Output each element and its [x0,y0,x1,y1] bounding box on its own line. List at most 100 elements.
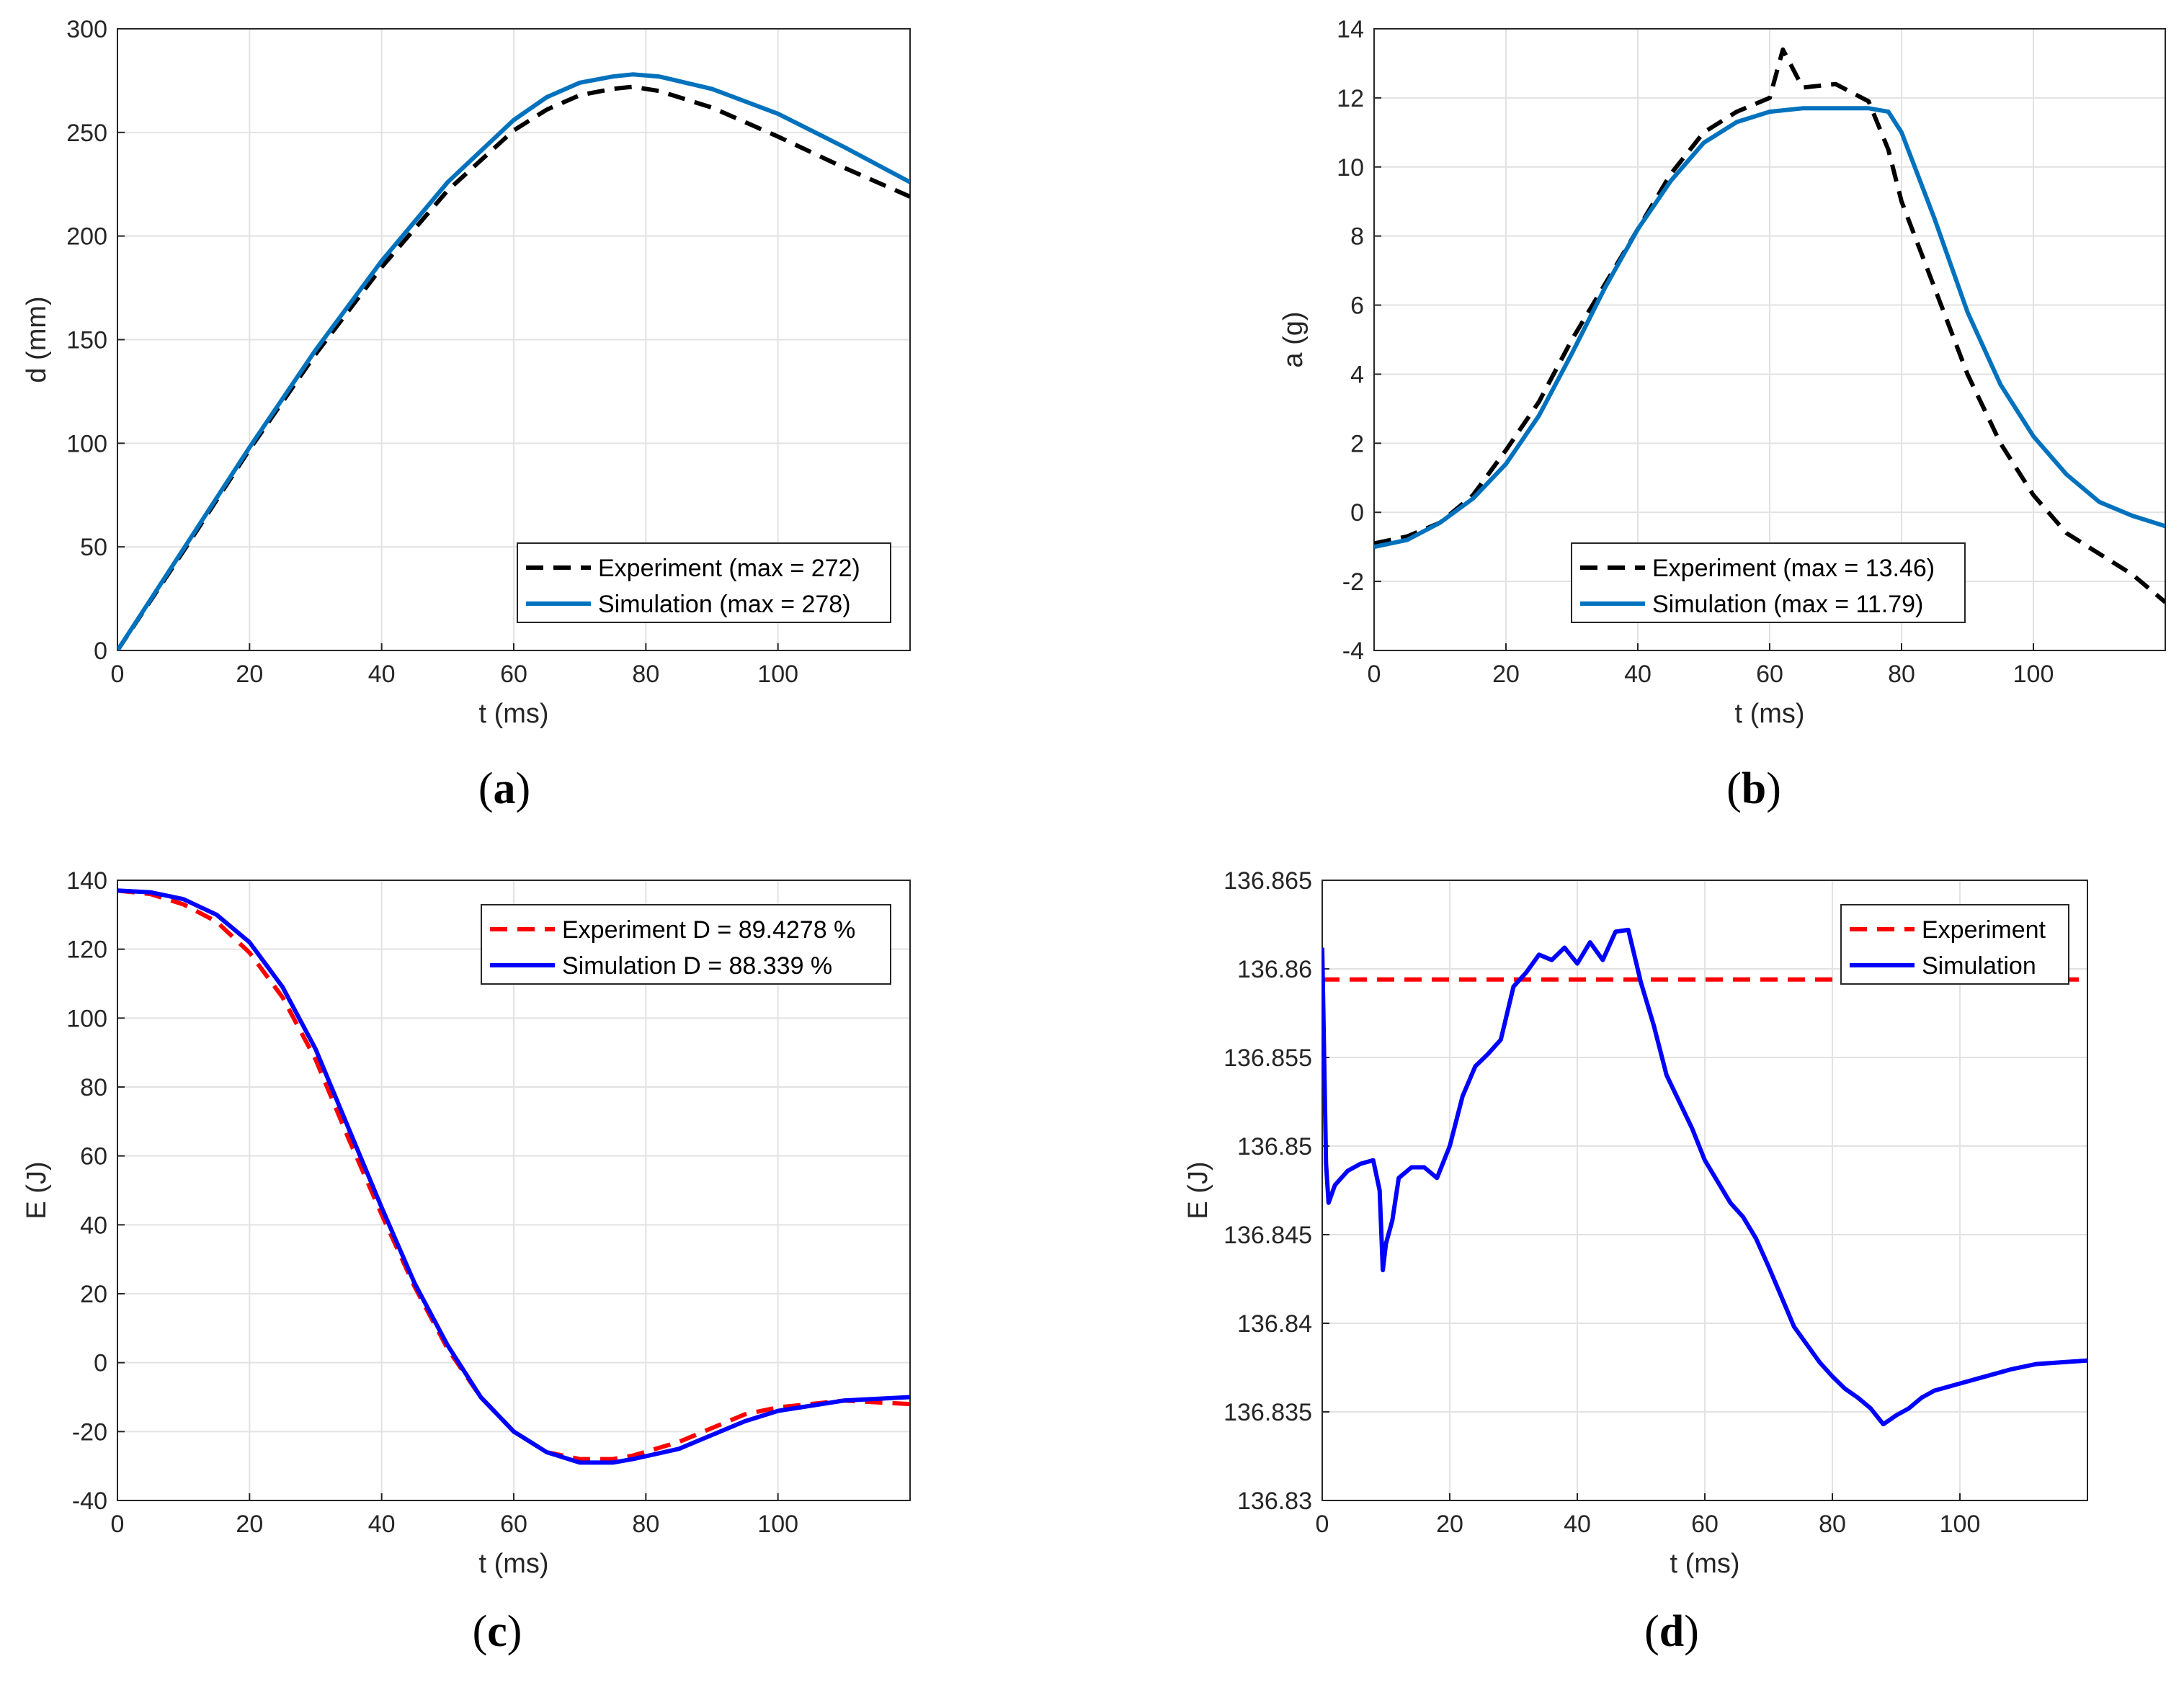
y-tick-label: 20 [80,1281,107,1308]
y-tick-label: 200 [66,223,107,251]
x-tick-label: 20 [236,661,263,688]
series-line-experiment [1374,47,2165,604]
x-tick-label: 20 [1492,661,1520,688]
x-tick-label: 100 [757,1511,798,1538]
y-tick-label: 60 [80,1143,107,1171]
caption-paren-close: ) [1766,764,1781,813]
series-line-simulation [1322,927,2087,1427]
caption-paren-close: ) [507,1607,522,1656]
caption-letter: a [494,764,516,813]
y-tick-label: 80 [80,1074,107,1101]
y-axis-label: d (mm) [22,296,52,383]
panel-caption: (c) [473,1607,522,1656]
x-axis-label: t (ms) [1670,1549,1739,1579]
y-tick-label: 136.84 [1237,1310,1312,1338]
y-tick-label: 250 [66,120,107,147]
caption-paren-open: ( [478,764,494,813]
x-tick-label: 0 [111,661,125,688]
y-tick-label: -2 [1342,568,1364,596]
y-axis-label: E (J) [22,1161,52,1219]
x-tick-label: 0 [1316,1511,1329,1538]
series-line-simulation [117,72,910,650]
y-tick-label: 150 [66,327,107,354]
y-tick-label: 40 [80,1212,107,1239]
legend-entry: Simulation D = 88.339 % [562,952,832,980]
caption-paren-open: ( [473,1607,488,1656]
x-tick-label: 80 [1888,661,1915,688]
caption-letter: b [1742,764,1766,813]
x-tick-label: 80 [632,1511,659,1538]
x-tick-label: 60 [500,661,527,688]
x-tick-label: 40 [1564,1511,1591,1538]
y-tick-label: 4 [1350,361,1364,388]
y-tick-label: 8 [1350,223,1364,251]
y-axis-label: E (J) [1183,1161,1213,1219]
legend: Experiment Simulation [1840,904,2069,985]
legend-box [1840,904,2069,985]
y-tick-label: 136.855 [1224,1044,1312,1072]
legend-box [481,904,891,985]
panel-caption: (a) [478,764,530,813]
x-tick-label: 80 [1819,1511,1846,1538]
x-tick-label: 40 [1624,661,1652,688]
legend-entry: Experiment [1922,916,2046,944]
y-tick-label: 10 [1337,154,1364,182]
y-tick-label: 136.845 [1224,1222,1312,1249]
caption-paren-open: ( [1644,1607,1659,1656]
y-tick-label: 136.85 [1237,1133,1312,1160]
y-tick-label: 100 [66,1005,107,1032]
y-tick-label: 50 [80,534,107,561]
y-tick-label: 136.835 [1224,1399,1312,1426]
caption-paren-open: ( [1726,764,1742,813]
x-tick-label: 60 [1756,661,1783,688]
legend-entry: Experiment (max = 13.46) [1652,555,1935,582]
y-tick-label: -4 [1342,638,1364,665]
panel-caption: (b) [1726,764,1781,813]
series-line-simulation [1374,106,2165,550]
legend-box [1571,542,1966,623]
y-tick-label: 136.86 [1237,956,1312,983]
y-tick-label: 136.83 [1237,1488,1312,1515]
x-tick-label: 40 [368,661,396,688]
y-tick-label: 300 [66,16,107,43]
legend-box [517,542,891,623]
x-tick-label: 100 [2013,661,2054,688]
legend: Experiment (max = 13.46) Simulation (max … [1571,542,1966,623]
x-axis-label: t (ms) [478,1549,548,1579]
x-axis-label: t (ms) [1734,699,1804,729]
x-axis-label: t (ms) [478,699,548,729]
panel-caption: (d) [1644,1607,1699,1656]
legend: Experiment D = 89.4278 % Simulation D = 8… [481,904,891,985]
legend-entry: Experiment (max = 272) [598,555,860,582]
x-tick-label: 40 [368,1511,396,1538]
caption-letter: d [1659,1607,1684,1656]
x-tick-label: 20 [1436,1511,1463,1538]
legend-entry: Simulation (max = 278) [598,591,851,618]
y-tick-label: 0 [1350,499,1364,527]
legend: Experiment (max = 272) Simulation (max = … [517,542,891,623]
y-tick-label: 136.865 [1224,867,1312,895]
y-tick-label: 12 [1337,85,1364,112]
x-tick-label: 0 [1368,661,1381,688]
series-line-experiment [117,84,910,650]
caption-paren-close: ) [516,764,531,813]
series-line-simulation [117,888,910,1465]
panel-c: 0 20 40 60 80 100 -40 -20 0 20 40 60 80 100 120 140 t (m… [22,867,911,1656]
caption-letter: c [487,1607,507,1656]
panel-d: 0 20 40 60 80 100 136.83 136.835 136.84 136.845 13… [1183,867,2088,1656]
y-tick-label: -20 [72,1418,107,1446]
x-tick-label: 60 [500,1511,527,1538]
caption-paren-close: ) [1684,1607,1699,1656]
x-tick-label: 60 [1691,1511,1719,1538]
x-tick-label: 100 [1940,1511,1981,1538]
legend-entry: Simulation (max = 11.79) [1652,591,1923,618]
y-tick-label: 0 [94,638,107,665]
legend-entry: Simulation [1922,952,2036,980]
y-tick-label: 0 [94,1350,107,1377]
y-tick-label: 6 [1350,292,1364,320]
y-tick-label: -40 [72,1488,107,1515]
y-tick-label: 100 [66,430,107,457]
panel-b: 0 20 40 60 80 100 -4 -2 0 2 4 6 8 10 12 14 t (ms) a (g) Ex… [1278,16,2166,813]
y-tick-label: 2 [1350,430,1364,457]
